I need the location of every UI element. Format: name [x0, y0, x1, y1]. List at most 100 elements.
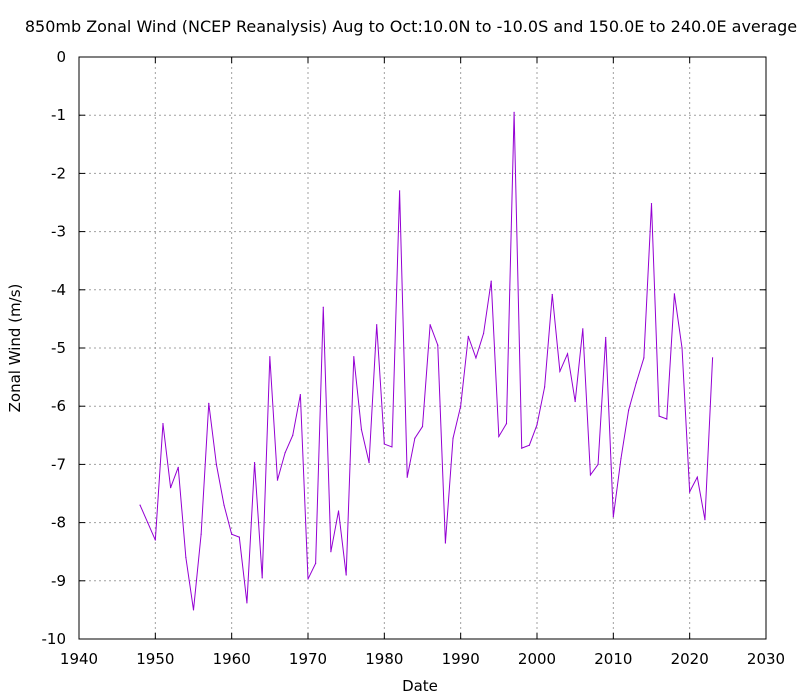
data-point	[383, 443, 385, 445]
x-tick-label: 1940	[60, 650, 98, 668]
data-point	[246, 602, 248, 604]
data-point	[498, 435, 500, 438]
data-point	[391, 446, 393, 448]
data-point	[223, 504, 225, 506]
data-point	[673, 293, 676, 295]
data-point	[597, 463, 599, 465]
y-tick-label: -8	[51, 514, 66, 532]
x-tick-labels: 1940 1950 1960 1970 1980 1990 2000 2010 2020 2030	[60, 650, 785, 668]
data-point	[261, 577, 263, 579]
data-point	[650, 203, 653, 205]
y-tick-label: 0	[56, 48, 66, 66]
data-point	[452, 437, 454, 439]
data-point	[269, 356, 271, 358]
x-tick-label: 1980	[365, 650, 403, 668]
x-tick-label: 1970	[289, 650, 327, 668]
data-point	[505, 423, 508, 425]
data-point	[605, 336, 607, 339]
data-point	[460, 405, 462, 407]
data-point	[551, 293, 553, 296]
data-point	[681, 347, 683, 349]
y-tick-label: -5	[51, 339, 66, 357]
data-point	[353, 356, 355, 358]
data-point	[200, 533, 202, 535]
data-point	[276, 479, 279, 481]
data-point	[482, 332, 485, 335]
data-point	[444, 542, 446, 544]
data-point	[139, 504, 141, 506]
y-tick-label: -7	[51, 455, 66, 473]
y-tick-label: -4	[51, 281, 66, 299]
data-point	[231, 533, 233, 535]
data-point	[658, 415, 660, 417]
data-point	[566, 353, 569, 355]
series-layer	[139, 111, 714, 611]
y-tick-labels: 0 -1 -2 -3 -4 -5 -6 -7 -8 -9 -10	[42, 48, 67, 648]
data-point	[322, 306, 324, 308]
data-point	[414, 437, 416, 439]
data-point	[589, 474, 592, 476]
y-tick-label: -1	[51, 106, 66, 124]
data-point	[704, 519, 706, 521]
x-tick-label: 1960	[213, 650, 251, 668]
data-point	[399, 190, 401, 192]
data-point	[620, 457, 622, 460]
data-point	[147, 522, 149, 524]
data-point	[337, 510, 340, 512]
data-point	[711, 357, 714, 359]
series-line	[139, 112, 714, 610]
data-point	[406, 476, 408, 478]
data-point	[330, 551, 332, 553]
y-tick-label: -2	[51, 164, 66, 182]
data-point	[307, 578, 309, 580]
data-point	[376, 324, 378, 326]
plot-frame	[78, 56, 767, 640]
data-point	[490, 280, 492, 282]
data-point	[238, 536, 240, 538]
chart-title: 850mb Zonal Wind (NCEP Reanalysis) Aug t…	[25, 17, 797, 36]
y-tick-label: -10	[42, 630, 67, 648]
data-point	[521, 447, 523, 449]
x-tick-label: 2010	[594, 650, 632, 668]
data-point	[299, 393, 301, 396]
x-tick-label: 2030	[747, 650, 785, 668]
y-tick-label: -6	[51, 397, 66, 415]
data-point	[467, 335, 469, 337]
data-point	[437, 344, 439, 346]
data-point	[185, 556, 187, 559]
x-tick-label: 2000	[518, 650, 556, 668]
data-point	[689, 491, 691, 493]
y-axis-label: Zonal Wind (m/s)	[6, 284, 24, 413]
data-point	[536, 424, 538, 426]
data-point	[582, 328, 584, 330]
data-point	[208, 402, 210, 404]
ticks	[78, 56, 767, 640]
data-point	[528, 444, 530, 446]
data-point	[475, 357, 477, 359]
data-point	[315, 562, 317, 564]
data-point	[696, 476, 698, 478]
data-point	[253, 462, 256, 464]
data-point	[192, 609, 195, 611]
data-point	[360, 428, 363, 431]
x-tick-label: 1990	[442, 650, 480, 668]
x-tick-label: 1950	[136, 650, 174, 668]
grid	[79, 57, 766, 639]
data-point	[544, 386, 546, 388]
data-point	[612, 516, 614, 518]
data-point	[559, 370, 561, 372]
data-point	[429, 324, 431, 326]
data-point	[215, 463, 217, 465]
data-point	[177, 466, 179, 468]
data-point	[421, 425, 424, 428]
y-tick-label: -3	[51, 223, 66, 241]
y-tick-label: -9	[51, 572, 66, 590]
data-point	[292, 434, 294, 436]
data-point	[170, 487, 172, 489]
data-point	[284, 452, 286, 454]
data-point	[513, 111, 515, 113]
data-point	[628, 409, 630, 411]
data-point	[162, 423, 164, 425]
data-point	[666, 418, 668, 420]
